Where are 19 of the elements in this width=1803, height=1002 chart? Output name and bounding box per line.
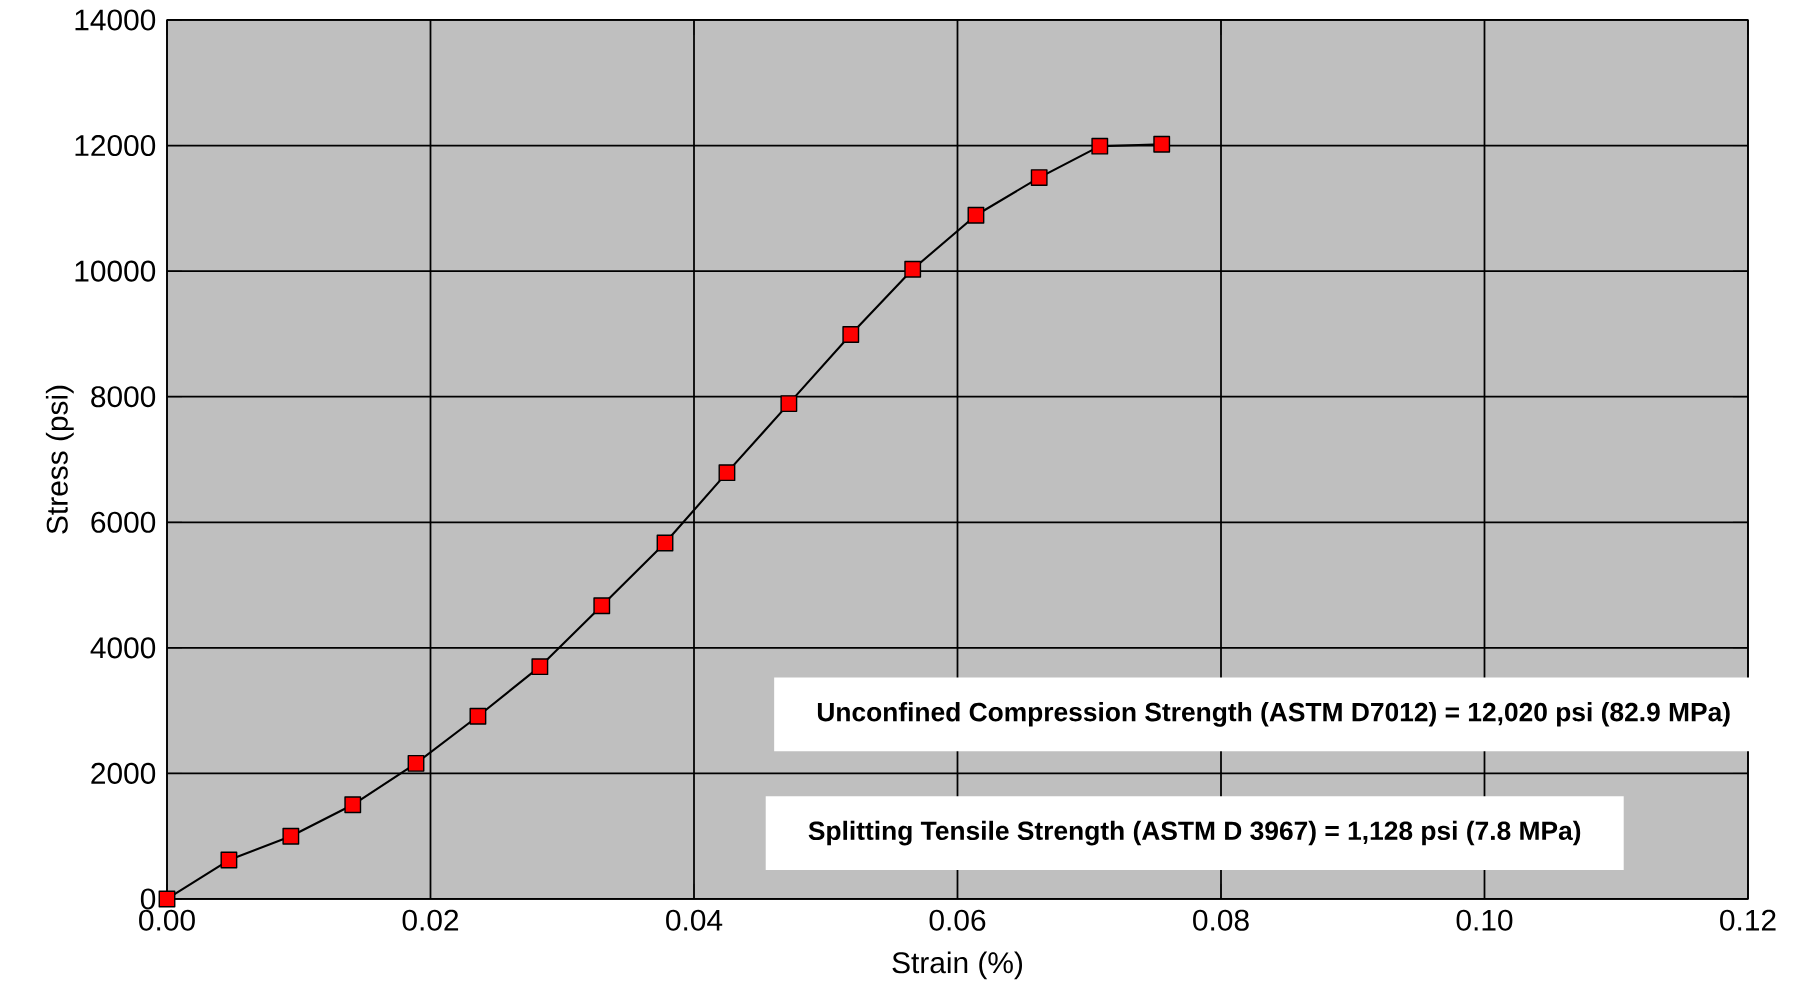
annotation: Splitting Tensile Strength (ASTM D 3967) = 1,128 psi (7.8 MPa) (808, 820, 1581, 846)
y-tick-label: 14000 (75, 9, 156, 31)
y-tick-label: 2000 (91, 762, 156, 784)
x-tick-label: 0.06 (929, 909, 986, 931)
x-tick-label: 0.10 (1456, 909, 1513, 931)
x-tick-label: 0.04 (666, 909, 723, 931)
annotation: Unconfined Compression Strength (ASTM D7012) = 12,020 psi (82.9 MPa) (817, 702, 1730, 727)
x-tick-label: 0.08 (1193, 909, 1249, 931)
x-tick-label: 0.02 (402, 909, 459, 931)
y-axis-title: Stress (psi) (45, 385, 74, 534)
y-tick-label: 12000 (75, 135, 156, 157)
y-tick-label: 6000 (91, 511, 156, 533)
y-tick-label: 10000 (75, 260, 156, 282)
x-tick-label: 0.12 (1720, 909, 1776, 931)
x-axis-title: Strain (%) (892, 951, 1023, 980)
x-tick-label: 0.00 (139, 909, 195, 931)
y-tick-label: 0 (140, 888, 156, 910)
y-tick-label: 4000 (90, 637, 156, 659)
y-tick-label: 8000 (91, 386, 156, 408)
